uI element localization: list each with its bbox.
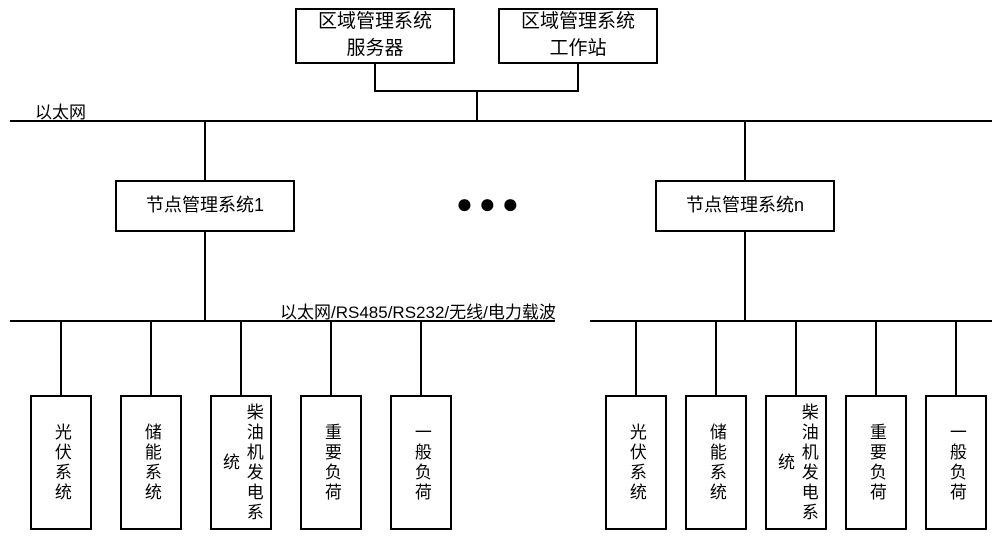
leaf-right-critical-label: 重要负荷 <box>864 423 888 503</box>
conn-server-down <box>374 64 376 92</box>
node1-label: 节点管理系统1 <box>146 193 264 218</box>
conn-right-critical <box>875 320 877 395</box>
conn-left-diesel <box>240 320 242 395</box>
leaf-right-storage-label: 储能系统 <box>704 423 728 503</box>
conn-left-pv <box>60 320 62 395</box>
server-label: 区域管理系统服务器 <box>318 9 432 62</box>
leaf-left-storage: 储能系统 <box>120 395 182 530</box>
leaf-left-normal: 一般负荷 <box>390 395 452 530</box>
leaf-right-diesel: 柴油机发电系统 <box>765 395 827 530</box>
leaf-left-critical-label: 重要负荷 <box>319 423 343 503</box>
workstation-label: 区域管理系统工作站 <box>521 9 635 62</box>
leaf-right-critical: 重要负荷 <box>845 395 907 530</box>
bus2-line-a <box>10 320 555 322</box>
node1-box: 节点管理系统1 <box>115 180 295 232</box>
leaf-right-storage: 储能系统 <box>685 395 747 530</box>
conn-right-storage <box>715 320 717 395</box>
leaf-right-normal: 一般负荷 <box>925 395 987 530</box>
conn-left-storage <box>150 320 152 395</box>
leaf-left-normal-label: 一般负荷 <box>409 423 433 503</box>
leaf-right-pv: 光伏系统 <box>605 395 667 530</box>
server-box: 区域管理系统服务器 <box>295 8 455 64</box>
leaf-left-pv-label: 光伏系统 <box>49 423 73 503</box>
conn-left-normal <box>420 320 422 395</box>
conn-bus1-noden <box>744 120 746 180</box>
leaf-right-normal-label: 一般负荷 <box>944 423 968 503</box>
workstation-box: 区域管理系统工作站 <box>498 8 658 64</box>
noden-box: 节点管理系统n <box>655 180 835 232</box>
conn-bus1-node1 <box>204 120 206 180</box>
leaf-left-diesel: 柴油机发电系统 <box>210 395 272 530</box>
conn-top-to-bus1 <box>476 90 478 120</box>
leaf-left-pv: 光伏系统 <box>30 395 92 530</box>
conn-workstation-down <box>577 64 579 92</box>
noden-label: 节点管理系统n <box>686 193 804 218</box>
conn-left-critical <box>330 320 332 395</box>
bus1-line <box>10 120 992 122</box>
conn-right-pv <box>635 320 637 395</box>
leaf-right-diesel-label: 柴油机发电系统 <box>772 397 820 528</box>
leaf-left-critical: 重要负荷 <box>300 395 362 530</box>
leaf-right-pv-label: 光伏系统 <box>624 423 648 503</box>
conn-noden-bus2 <box>744 232 746 320</box>
leaf-left-storage-label: 储能系统 <box>139 423 163 503</box>
leaf-left-diesel-label: 柴油机发电系统 <box>217 397 265 528</box>
conn-node1-bus2 <box>204 232 206 320</box>
conn-right-normal <box>955 320 957 395</box>
bus2-line-b <box>590 320 992 322</box>
ellipsis: ●●● <box>456 188 525 220</box>
conn-right-diesel <box>795 320 797 395</box>
